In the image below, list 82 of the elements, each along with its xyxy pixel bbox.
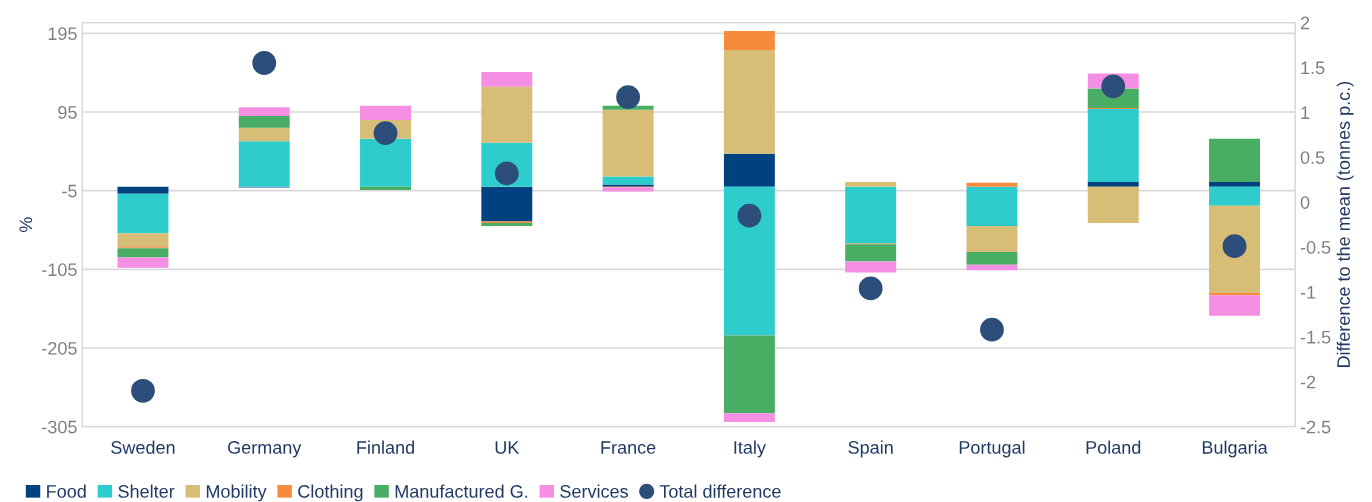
bar (1087, 108, 1139, 183)
y-tick-label: -205 (42, 341, 77, 355)
legend-label: Total difference (659, 484, 781, 498)
x-tick-label: France (601, 441, 656, 454)
bar (238, 115, 290, 128)
y2-tick-label: 0.5 (1300, 151, 1325, 165)
y2-tick-label: -1.5 (1300, 331, 1331, 344)
y2-tick-label: 0 (1300, 196, 1310, 209)
x-tick-label: Italy (734, 440, 766, 458)
bar (481, 71, 533, 87)
bar (360, 105, 411, 120)
y2-tick-label: 2 (1300, 16, 1310, 30)
bar (723, 31, 775, 50)
y-tick-label: 95 (58, 105, 77, 119)
legend-label: Mobility (206, 484, 267, 502)
legend-label: Shelter (118, 484, 175, 498)
y-tick-label: -305 (42, 420, 77, 434)
bar (723, 153, 775, 187)
y-axis-title: % (19, 217, 33, 233)
bar (360, 186, 411, 190)
point (858, 276, 883, 301)
y2-axis-title: Difference to the mean (tonnes p.c.) (1336, 81, 1354, 368)
x-tick-label: Poland (1086, 440, 1141, 454)
x-tick-label: Bulgaria (1202, 440, 1268, 458)
bar (1087, 186, 1139, 223)
y2-tick-label: 1.5 (1301, 61, 1325, 75)
bar (481, 222, 533, 227)
y2-tick-label: -2.5 (1300, 420, 1331, 434)
bar (238, 141, 290, 187)
bar (966, 182, 1018, 187)
point (131, 378, 155, 403)
bar (117, 233, 169, 248)
x-tick-label: Germany (228, 441, 302, 458)
bar (1209, 186, 1260, 206)
bar (845, 182, 897, 187)
bar (117, 193, 169, 234)
bar (845, 186, 897, 244)
x-tick-label: Spain (848, 440, 893, 458)
x-tick-label: Finland (357, 440, 414, 454)
bar (966, 226, 1018, 253)
bar (360, 138, 411, 187)
bar (238, 107, 290, 116)
bar (1209, 182, 1260, 187)
bar (481, 186, 533, 222)
bar (481, 86, 533, 143)
bar (966, 186, 1018, 227)
y-tick-label: -5 (62, 184, 77, 198)
bar (966, 264, 1018, 271)
y2-tick-label: -0.5 (1300, 241, 1331, 254)
bar (845, 261, 897, 273)
bar (117, 248, 169, 258)
bar (117, 186, 169, 194)
y-tick-label: -105 (42, 263, 77, 277)
point (252, 51, 277, 75)
bar (602, 109, 654, 177)
bar (1087, 182, 1139, 187)
x-tick-label: Portugal (959, 440, 1025, 458)
legend-label: Food (47, 484, 86, 498)
x-tick-label: UK (495, 441, 520, 454)
bar (1209, 138, 1260, 183)
bar (723, 186, 775, 336)
point (737, 203, 762, 228)
bar (845, 244, 897, 262)
y-tick-label: 195 (48, 27, 77, 41)
y2-tick-label: -1 (1300, 286, 1316, 299)
point (373, 121, 398, 145)
y2-tick-label: 1 (1301, 106, 1310, 119)
legend-label: Services (560, 484, 628, 498)
bar (117, 257, 169, 268)
bar (966, 252, 1018, 265)
point (1101, 74, 1126, 99)
legend-label: Manufactured G. (395, 484, 528, 498)
y2-tick-label: -2 (1300, 375, 1316, 389)
bar (723, 49, 775, 154)
bar (723, 335, 775, 414)
bar (1209, 295, 1260, 316)
point (980, 317, 1004, 342)
legend-label: Clothing (298, 484, 363, 502)
point (616, 85, 640, 110)
x-tick-label: Sweden (111, 440, 175, 454)
bar (238, 127, 290, 142)
bar (723, 413, 775, 422)
